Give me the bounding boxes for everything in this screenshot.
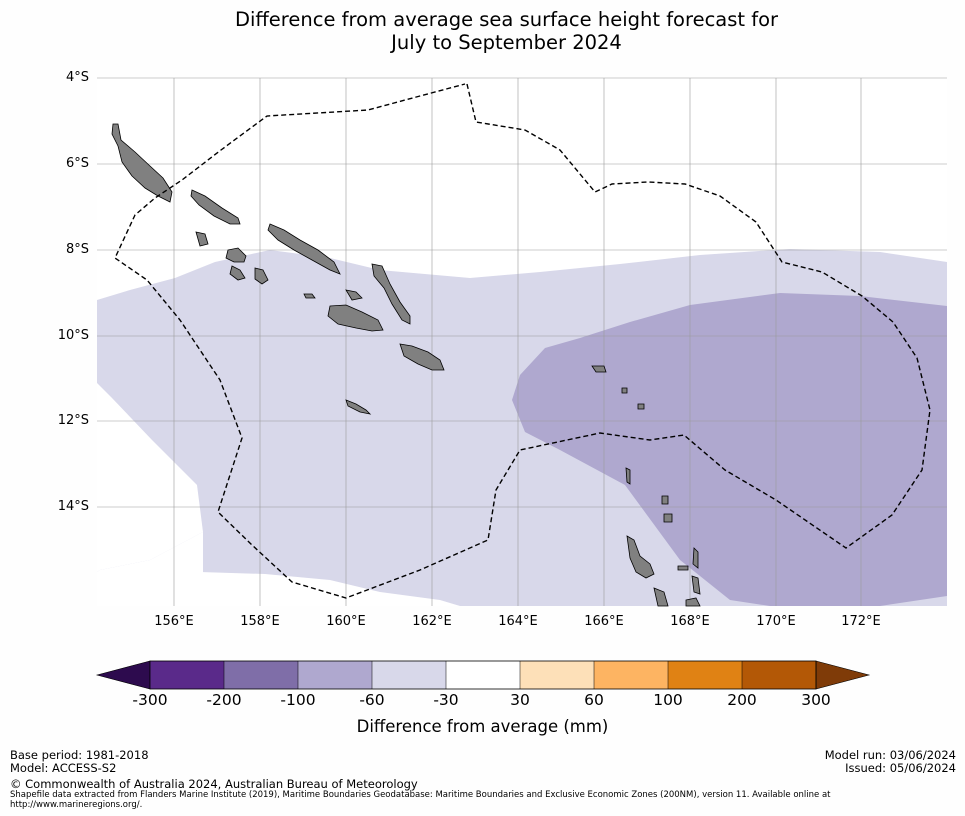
- island-pentecost: [691, 575, 701, 595]
- island-torres: [625, 467, 631, 485]
- colorbar-title: Difference from average (mm): [356, 717, 609, 736]
- colorbar-tick: 100: [653, 691, 683, 709]
- lon-label: 158°E: [240, 614, 280, 629]
- island-russells: [345, 289, 363, 301]
- lon-label: 170°E: [756, 614, 796, 629]
- colorbar-bin-1: [150, 661, 224, 689]
- island-choiseul: [190, 189, 241, 225]
- island-vella: [229, 265, 246, 281]
- lon-label: 162°E: [412, 614, 452, 629]
- eez-boundary: [114, 83, 931, 599]
- island-ambrym: [685, 597, 701, 607]
- lat-label: 10°S: [57, 328, 89, 343]
- lon-label: 168°E: [670, 614, 710, 629]
- island-new-georgia: [195, 231, 209, 247]
- colorbar-tick: -30: [433, 691, 459, 709]
- island-maewo: [692, 547, 699, 569]
- white-region-bottom: [97, 532, 203, 606]
- lon-label: 156°E: [154, 614, 194, 629]
- lon-label: 160°E: [326, 614, 366, 629]
- colorbar-tick: 30: [510, 691, 530, 709]
- lon-label: 172°E: [841, 614, 881, 629]
- model-run: Model run: 03/06/2024: [824, 748, 956, 762]
- colorbar-tick: -60: [359, 691, 385, 709]
- colorbar: [95, 660, 871, 690]
- island-malakula: [653, 587, 669, 607]
- shapefile-credit: Shapefile data extracted from Flanders M…: [10, 790, 940, 810]
- island-guadalcanal: [327, 304, 384, 332]
- island-rennell: [345, 399, 372, 415]
- island-espiritu-santo: [626, 535, 655, 579]
- island-vanikoro: [621, 387, 628, 394]
- colorbar-tick: 60: [584, 691, 604, 709]
- colorbar-tick: -300: [132, 691, 168, 709]
- shapefile-credit-line-2: http://www.marineregions.org/.: [10, 799, 143, 810]
- island-kolombangara: [254, 267, 269, 285]
- island-santa-cruz: [591, 365, 607, 373]
- lat-label: 6°S: [65, 156, 89, 171]
- island-florida: [303, 293, 316, 299]
- lon-label: 164°E: [498, 614, 538, 629]
- island-makira: [399, 343, 445, 371]
- colorbar-bin-4: [372, 661, 446, 689]
- island-banks: [661, 495, 669, 505]
- colorbar-tick: 200: [727, 691, 757, 709]
- shapefile-credit-line-1: Shapefile data extracted from Flanders M…: [10, 790, 831, 800]
- colorbar-tick: -100: [280, 691, 316, 709]
- colorbar-bin-2: [224, 661, 298, 689]
- white-region-left: [97, 383, 203, 572]
- colorbar-tick: -200: [206, 691, 242, 709]
- island-santa-isabel: [267, 223, 341, 275]
- island-new-georgia-2: [225, 247, 247, 263]
- island-bougainville: [111, 123, 173, 203]
- colorbar-tick: 300: [801, 691, 831, 709]
- lat-label: 14°S: [57, 499, 89, 514]
- lon-label: 166°E: [584, 614, 624, 629]
- anomaly-band-mid: [512, 293, 947, 606]
- base-period: Base period: 1981-2018: [10, 748, 149, 762]
- copyright: © Commonwealth of Australia 2024, Austra…: [10, 777, 418, 791]
- colorbar-bin-9: [742, 661, 816, 689]
- colorbar-bin-5: [446, 661, 520, 689]
- lat-label: 8°S: [65, 242, 89, 257]
- title-line-1: Difference from average sea surface heig…: [234, 8, 779, 31]
- colorbar-under: [95, 660, 151, 690]
- chart-title: Difference from average sea surface heig…: [0, 8, 965, 54]
- model-name: Model: ACCESS-S2: [10, 761, 117, 775]
- island-tikopia: [637, 403, 645, 410]
- lat-label: 4°S: [65, 70, 89, 85]
- colorbar-bin-6: [520, 661, 594, 689]
- colorbar-bin-7: [594, 661, 668, 689]
- colorbar-over: [815, 660, 871, 690]
- gridlines: [97, 77, 947, 606]
- island-malaita: [371, 263, 411, 325]
- island-ambae: [677, 565, 689, 571]
- colorbar-bin-3: [298, 661, 372, 689]
- island-banks-2: [663, 513, 673, 523]
- lat-label: 12°S: [57, 413, 89, 428]
- land-islands: [111, 123, 701, 607]
- issued-date: Issued: 05/06/2024: [845, 761, 956, 775]
- colorbar-bin-8: [668, 661, 742, 689]
- title-line-2: July to September 2024: [391, 31, 622, 54]
